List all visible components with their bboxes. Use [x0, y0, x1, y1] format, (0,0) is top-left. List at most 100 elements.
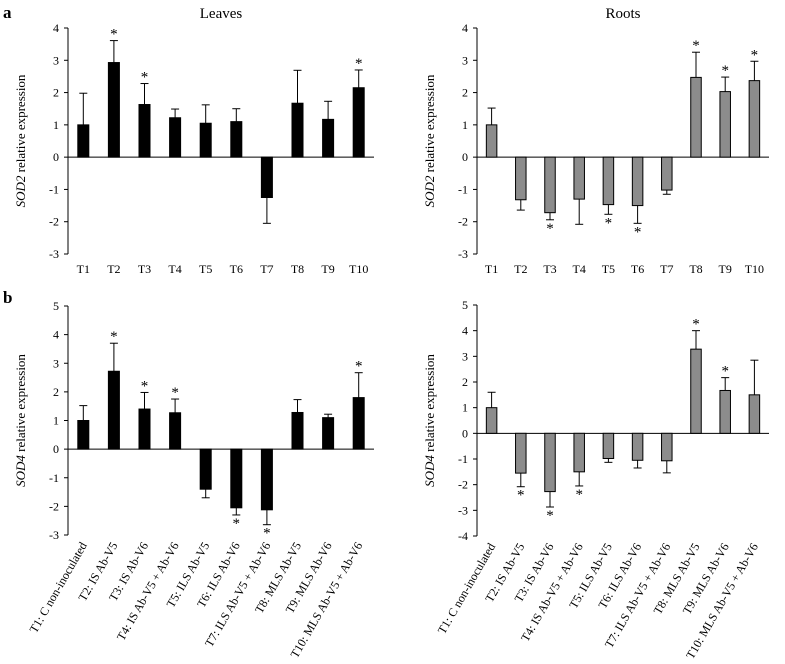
- chart0-y-tick-label: -1: [49, 182, 59, 196]
- chart3-significance-star: *: [721, 364, 729, 380]
- chart1-x-tick-label: T3: [543, 262, 556, 276]
- chart1-significance-star: *: [721, 63, 729, 79]
- chart1-significance-star: *: [751, 47, 759, 63]
- chart1-significance-star: *: [546, 221, 554, 237]
- chart-leaves-sod2: Leaves -3 -2 -1 0 1 2 3 4 SOD2 relative expressio…: [13, 6, 374, 276]
- chart1-bar: [485, 124, 498, 158]
- panel-b-letter: b: [3, 288, 12, 307]
- chart2-bar: [169, 412, 182, 450]
- chart1-x-tick-label: T9: [719, 262, 732, 276]
- chart2-y-tick-label: -2: [49, 499, 59, 513]
- chart1-y-tick-label: -2: [458, 215, 468, 229]
- chart2-significance-star: *: [233, 516, 241, 532]
- chart3-y-tick-label: -2: [458, 478, 468, 492]
- chart3-significance-star: *: [575, 487, 583, 503]
- chart1-bar: [719, 91, 731, 158]
- chart2-bar: [199, 448, 212, 490]
- chart0-y-label-text: relative expression: [13, 74, 28, 176]
- chart2-significance-star: *: [141, 378, 149, 394]
- chart1-bar: [515, 156, 527, 201]
- chart3-significance-star: *: [517, 488, 525, 504]
- chart0-x-tick-label: T1: [77, 262, 90, 276]
- chart0-x-tick-label: T7: [260, 262, 273, 276]
- chart3-bar: [485, 407, 498, 434]
- chart1-x-tick-label: T2: [514, 262, 527, 276]
- chart0-x-tick-label: T4: [168, 262, 181, 276]
- chart0-x-tick-label: T8: [291, 262, 304, 276]
- chart2-y-label-text: relative expression: [13, 354, 28, 456]
- chart0-x-tick-label: T10: [349, 262, 368, 276]
- chart0-significance-star: *: [110, 27, 118, 43]
- chart3-bar: [544, 432, 556, 493]
- chart1-bar: [602, 156, 615, 206]
- chart2-bar: [230, 448, 243, 509]
- chart1-bar: [573, 156, 585, 200]
- panel-a-letter: a: [3, 3, 12, 22]
- chart1-y-tick-label: 0: [462, 150, 468, 164]
- chart0-y-tick-label: -2: [49, 215, 59, 229]
- chart0-bar: [199, 122, 212, 158]
- chart3-y-tick-label: 1: [462, 401, 468, 415]
- chart0-bar: [322, 118, 335, 158]
- chart3-y-label: SOD4 relative expression: [422, 354, 437, 487]
- chart2-y-tick-label: 3: [53, 356, 59, 370]
- chart0-x-tick-label: T9: [321, 262, 334, 276]
- chart1-x-tick-label: T4: [573, 262, 586, 276]
- chart0-bar: [138, 104, 151, 158]
- chart1-x-tick-label: T7: [660, 262, 673, 276]
- chart0-y-tick-label: -3: [49, 247, 59, 261]
- chart3-bar: [719, 389, 731, 434]
- chart1-title: Roots: [605, 6, 640, 22]
- chart2-significance-star: *: [355, 359, 363, 375]
- chart1-y-label-text: relative expression: [422, 74, 437, 176]
- chart3-bar: [631, 432, 644, 461]
- chart0-y-label: SOD2 relative expression: [13, 74, 28, 207]
- chart1-y-tick-label: -3: [458, 247, 468, 261]
- chart3-significance-star: *: [546, 508, 554, 524]
- chart1-bar: [748, 80, 761, 158]
- chart3-bar: [515, 432, 527, 474]
- chart0-x-tick-label: T5: [199, 262, 212, 276]
- chart2-y-label: SOD4 relative expression: [13, 354, 28, 487]
- chart0-significance-star: *: [355, 56, 363, 72]
- chart-roots-sod2: Roots -3 -2 -1 0 1 2 3 4 SOD2 relative expression…: [422, 6, 769, 276]
- chart0-bar: [230, 121, 243, 158]
- chart1-significance-star: *: [634, 224, 642, 240]
- chart2-bar: [138, 408, 151, 450]
- chart0-y-tick-label: 1: [53, 118, 59, 132]
- chart3-bar: [573, 432, 585, 473]
- chart2-significance-star: *: [263, 526, 271, 542]
- chart3-significance-star: *: [692, 317, 700, 333]
- chart3-y-tick-label: 4: [462, 324, 468, 338]
- chart3-y-tick-label: 3: [462, 349, 468, 363]
- chart1-y-tick-label: 4: [462, 21, 468, 35]
- chart0-bar: [77, 124, 90, 158]
- chart2-bar: [260, 448, 273, 511]
- chart0-y-tick-label: 4: [53, 21, 59, 35]
- chart0-x-tick-label: T3: [138, 262, 151, 276]
- chart2-significance-star: *: [110, 329, 118, 345]
- chart2-y-tick-label: -3: [49, 528, 59, 542]
- chart0-y-tick-label: 2: [53, 86, 59, 100]
- chart0-bar: [291, 102, 304, 158]
- chart1-bar: [661, 156, 673, 191]
- chart3-bar: [661, 432, 673, 462]
- chart2-bar: [107, 370, 120, 450]
- chart2-y-tick-label: 5: [53, 299, 59, 313]
- chart3-y-tick-label: -1: [458, 452, 468, 466]
- chart2-y-tick-label: 0: [53, 442, 59, 456]
- chart2-bar: [352, 397, 365, 450]
- chart1-significance-star: *: [605, 215, 613, 231]
- chart2-bar: [291, 411, 304, 450]
- chart2-significance-star: *: [171, 385, 179, 401]
- chart3-bar: [602, 432, 615, 459]
- chart0-x-tick-label: T2: [107, 262, 120, 276]
- chart1-x-tick-label: T10: [745, 262, 764, 276]
- chart1-x-tick-label: T6: [631, 262, 644, 276]
- chart1-x-tick-label: T8: [689, 262, 702, 276]
- chart2-y-tick-label: 1: [53, 414, 59, 428]
- chart0-y-tick-label: 0: [53, 150, 59, 164]
